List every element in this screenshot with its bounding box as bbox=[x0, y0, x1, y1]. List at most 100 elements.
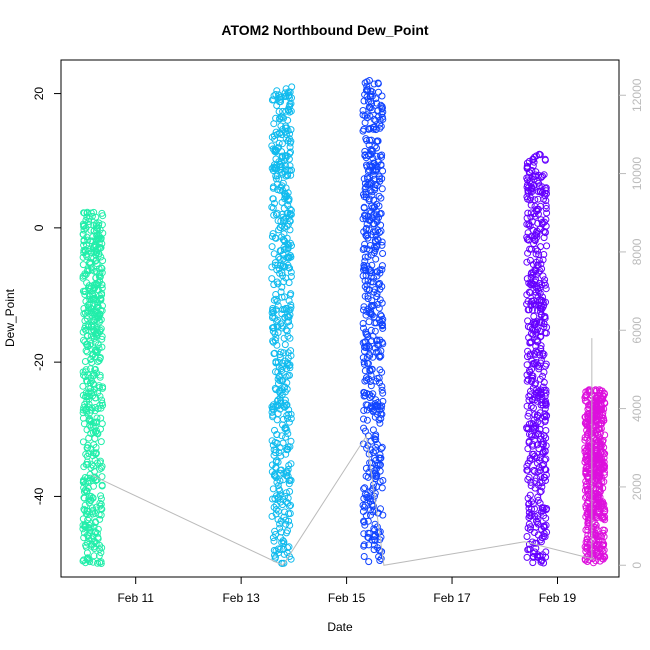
data-point bbox=[543, 242, 551, 250]
data-point bbox=[287, 352, 295, 360]
data-point bbox=[542, 285, 550, 293]
data-point bbox=[83, 405, 90, 413]
data-point bbox=[366, 77, 373, 84]
data-point bbox=[537, 538, 545, 546]
data-point bbox=[599, 526, 607, 534]
data-point bbox=[272, 474, 280, 482]
data-point bbox=[272, 553, 279, 561]
data-point bbox=[377, 505, 384, 513]
data-point bbox=[372, 238, 380, 246]
data-point bbox=[95, 316, 103, 324]
data-point bbox=[360, 175, 368, 183]
data-point bbox=[89, 295, 97, 303]
data-point bbox=[99, 302, 106, 310]
data-point bbox=[96, 371, 104, 379]
data-point bbox=[539, 256, 547, 264]
data-point bbox=[593, 440, 601, 448]
data-point bbox=[583, 558, 591, 565]
data-point bbox=[368, 231, 375, 239]
data-point bbox=[87, 542, 95, 550]
data-point bbox=[532, 328, 540, 336]
data-point bbox=[93, 418, 101, 426]
data-point bbox=[599, 464, 607, 472]
data-point bbox=[282, 450, 290, 458]
data-point bbox=[92, 428, 99, 436]
y2-tick-label: 12000 bbox=[630, 78, 644, 112]
data-point bbox=[285, 477, 293, 485]
data-point bbox=[373, 242, 381, 250]
data-point bbox=[274, 482, 282, 490]
data-point bbox=[373, 336, 381, 344]
data-point bbox=[583, 535, 591, 543]
data-point bbox=[364, 87, 372, 95]
data-point bbox=[523, 533, 531, 540]
data-point bbox=[599, 529, 607, 537]
data-point bbox=[368, 459, 375, 467]
data-point bbox=[98, 335, 106, 343]
cluster-1 bbox=[268, 83, 296, 567]
data-point bbox=[276, 524, 284, 532]
data-point bbox=[378, 443, 386, 451]
data-point bbox=[84, 236, 92, 244]
data-point bbox=[376, 177, 384, 185]
data-point bbox=[378, 262, 386, 270]
data-point bbox=[284, 245, 292, 253]
connector-line bbox=[91, 434, 595, 566]
data-point bbox=[80, 476, 87, 484]
data-point bbox=[592, 404, 600, 412]
data-point bbox=[80, 209, 88, 217]
data-point bbox=[584, 531, 592, 539]
data-point bbox=[360, 358, 368, 366]
data-point bbox=[96, 373, 104, 381]
data-point bbox=[364, 529, 372, 537]
chart-title: ATOM2 Northbound Dew_Point bbox=[221, 22, 429, 38]
data-point bbox=[533, 552, 541, 560]
data-point bbox=[583, 486, 591, 494]
data-point bbox=[99, 384, 107, 392]
data-point bbox=[82, 450, 90, 458]
data-point bbox=[532, 539, 540, 547]
data-point bbox=[532, 291, 540, 299]
data-point bbox=[79, 253, 87, 261]
data-point bbox=[276, 351, 284, 358]
data-point bbox=[278, 386, 286, 394]
data-point bbox=[534, 459, 541, 467]
data-point bbox=[372, 443, 380, 451]
data-point bbox=[378, 153, 385, 161]
data-point bbox=[360, 389, 368, 397]
data-point bbox=[270, 165, 278, 172]
data-point bbox=[540, 522, 548, 530]
data-point bbox=[523, 258, 531, 266]
data-point bbox=[376, 152, 384, 160]
data-point bbox=[285, 510, 293, 518]
data-point bbox=[90, 284, 98, 292]
data-point bbox=[271, 261, 279, 269]
y2-tick-label: 10000 bbox=[630, 157, 644, 191]
data-point bbox=[284, 414, 291, 422]
data-point bbox=[533, 317, 541, 325]
data-point bbox=[83, 241, 90, 249]
data-point bbox=[83, 549, 91, 557]
data-point bbox=[89, 380, 97, 388]
data-point bbox=[280, 538, 288, 546]
data-point bbox=[268, 461, 276, 469]
data-point bbox=[527, 338, 535, 346]
data-point bbox=[542, 389, 550, 397]
data-point bbox=[369, 171, 377, 179]
data-point bbox=[80, 241, 88, 249]
data-point bbox=[89, 558, 97, 566]
data-point bbox=[363, 376, 371, 384]
data-point bbox=[271, 199, 278, 207]
data-point bbox=[279, 262, 287, 270]
data-point bbox=[359, 320, 367, 327]
data-point bbox=[537, 311, 545, 319]
data-point bbox=[376, 279, 384, 287]
data-point bbox=[590, 464, 598, 472]
data-point bbox=[367, 146, 375, 153]
data-point bbox=[271, 527, 279, 535]
data-point bbox=[86, 474, 94, 482]
data-point bbox=[378, 185, 386, 193]
data-point bbox=[523, 275, 531, 283]
data-point bbox=[361, 367, 369, 375]
